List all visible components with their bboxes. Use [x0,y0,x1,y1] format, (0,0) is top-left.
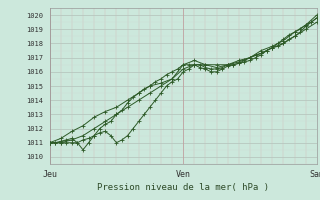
X-axis label: Pression niveau de la mer( hPa ): Pression niveau de la mer( hPa ) [97,183,269,192]
